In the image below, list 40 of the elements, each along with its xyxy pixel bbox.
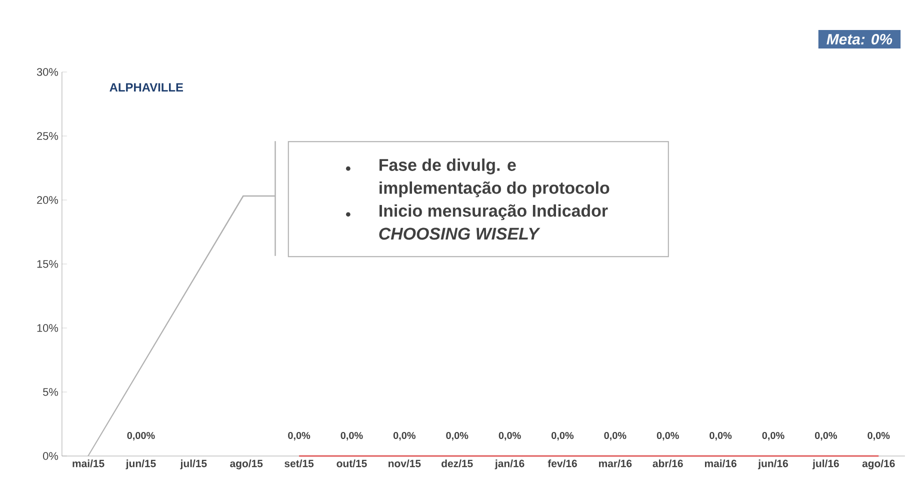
text: Meta: 0% xyxy=(826,34,892,45)
x-tick-label: jun/15 xyxy=(126,460,156,470)
x-tick-label: fev/16 xyxy=(548,460,577,468)
text: ALPHAVILLE xyxy=(110,83,184,92)
y-tick-label: 30% xyxy=(36,68,58,76)
data-label: 0,0% xyxy=(814,432,838,440)
annotation: Fase de divulg. e implementação do protocolo xyxy=(380,158,610,198)
x-tick-label: nov/15 xyxy=(388,460,421,468)
data-label: 0,0% xyxy=(498,432,521,440)
x-tick-label: abr/16 xyxy=(652,460,683,468)
y-tick-label: 0% xyxy=(43,452,58,460)
data-label: 0,0% xyxy=(288,432,310,440)
x-tick-label: out/15 xyxy=(336,460,367,468)
x-tick-label: mar/16 xyxy=(599,460,632,468)
y-tick-label: 10% xyxy=(37,324,58,332)
y-tick-label: 5% xyxy=(43,388,58,396)
x-tick-label: jul/16 xyxy=(812,460,839,470)
annotation: 0,00% xyxy=(127,432,155,440)
data-label: 0,0% xyxy=(604,432,626,440)
y-tick-label: 20% xyxy=(37,196,58,204)
y-tick-label: 15% xyxy=(37,260,58,268)
data-label: 0,0% xyxy=(340,432,363,440)
y-tick-label: 25% xyxy=(37,132,58,140)
x-tick-label: mai/16 xyxy=(704,460,736,468)
x-tick-label: jan/16 xyxy=(494,460,524,470)
data-label: 0,0% xyxy=(762,432,784,440)
annotation: Inicio mensuração Indicador CHOOSING WISELY xyxy=(379,204,608,240)
x-tick-label: ago/16 xyxy=(862,460,895,470)
x-tick-label: jun/16 xyxy=(758,460,788,470)
x-tick-label: jul/15 xyxy=(180,460,207,470)
data-label: 0,0% xyxy=(446,432,468,440)
data-label: 0,0% xyxy=(393,432,416,440)
data-label: 0,0% xyxy=(868,432,890,440)
x-tick-label: set/15 xyxy=(284,460,314,468)
x-tick-label: dez/15 xyxy=(442,460,473,468)
data-label: 0,0% xyxy=(656,432,679,440)
x-tick-label: mai/15 xyxy=(72,460,104,468)
data-label: 0,0% xyxy=(710,432,732,440)
data-label: 0,0% xyxy=(552,432,574,440)
x-tick-label: ago/15 xyxy=(230,460,263,470)
